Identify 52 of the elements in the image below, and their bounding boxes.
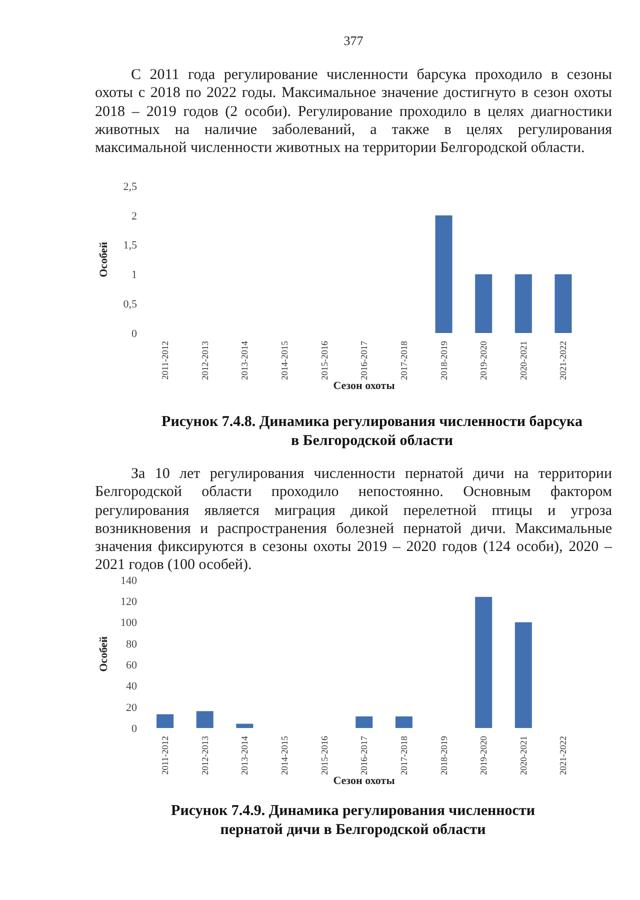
x-tick-label: 2015-2016 [319, 340, 330, 380]
x-tick-label: 2015-2016 [319, 736, 330, 775]
x-tick-label: 2017-2018 [398, 340, 409, 380]
y-tick-label: 60 [126, 659, 138, 672]
y-tick-label: 0 [132, 328, 138, 340]
x-tick-label: 2012-2013 [200, 340, 210, 380]
text: Рисунок 7.4.9. Динамика регулирования численности пернатой дичи в Белгородской области [170, 802, 536, 839]
text: Рисунок 7.4.8. Динамика регулирования численности барсука в Белгородской области [160, 413, 584, 450]
chart-subtitle: С 2011 года регулирование численности барсука проходило в сезоны охоты с 2018 по 2022 годы. Максимальное значение достигнуто в сезон охоты 2018 – 2019 годов (2 особи). Регулирование проходило в целях диагностики животных на наличие заболеваний, а также в целях регулирования максимальной численности животных на территории Белгородской области. [95, 66, 612, 158]
y-tick-label: 2,5 [123, 180, 138, 193]
y-axis-title: Особей [98, 241, 110, 278]
bar [514, 622, 532, 728]
bar [156, 714, 174, 728]
bar [236, 724, 254, 728]
x-tick-label: 2014-2015 [280, 736, 290, 775]
x-tick-label: 2013-2014 [240, 736, 250, 775]
x-tick-label: 2018-2019 [438, 736, 449, 775]
y-tick-label: 100 [120, 617, 138, 630]
x-tick-label: 2013-2014 [240, 340, 250, 380]
x-tick-label: 2018-2019 [438, 340, 449, 380]
text: 377 [342, 33, 364, 49]
x-axis-title: Сезон охоты [333, 380, 396, 392]
x-tick-label: 2019-2020 [478, 340, 489, 380]
x-tick-label: 2016-2017 [359, 340, 370, 380]
bar [356, 716, 373, 728]
x-tick-label: 2016-2017 [359, 736, 370, 775]
x-tick-label: 2021-2022 [558, 341, 568, 380]
x-axis-title: Сезон охоты [333, 775, 396, 787]
y-tick-label: 20 [126, 702, 138, 714]
y-tick-label: 1,5 [123, 240, 138, 252]
bar [395, 716, 412, 728]
x-tick-label: 2020-2021 [518, 341, 528, 380]
x-tick-label: 2021-2022 [558, 736, 568, 775]
y-tick-label: 40 [126, 680, 138, 693]
bar [475, 596, 492, 728]
x-tick-label: 2012-2013 [200, 736, 210, 775]
x-tick-label: 2011-2012 [160, 341, 170, 380]
bar [196, 711, 214, 728]
y-tick-label: 1 [132, 269, 137, 282]
y-axis-title: Особей [98, 636, 110, 672]
y-tick-label: 80 [126, 638, 138, 650]
chart-subtitle: За 10 лет регулирования численности пернатой дичи на территории Белгородской области проходило непостоянно. Основным фактором регулирования является миграция дикой перелетной птицы и угроза возникновения и распространения болезней пернатой дичи. Максимальные значения фиксируются в сезоны охоты 2019 – 2020 годов (124 особи), 2020 – 2021 годов (100 особей). [95, 465, 612, 575]
x-tick-label: 2017-2018 [398, 736, 409, 775]
y-tick-label: 120 [120, 596, 138, 608]
x-tick-label: 2019-2020 [478, 736, 489, 775]
x-tick-label: 2011-2012 [160, 736, 170, 775]
y-tick-label: 2 [132, 210, 137, 222]
x-tick-label: 2020-2021 [518, 736, 528, 775]
y-tick-label: 0,5 [123, 298, 138, 311]
x-tick-label: 2014-2015 [280, 340, 290, 380]
y-tick-label: 0 [132, 722, 138, 735]
y-tick-label: 140 [120, 574, 138, 587]
